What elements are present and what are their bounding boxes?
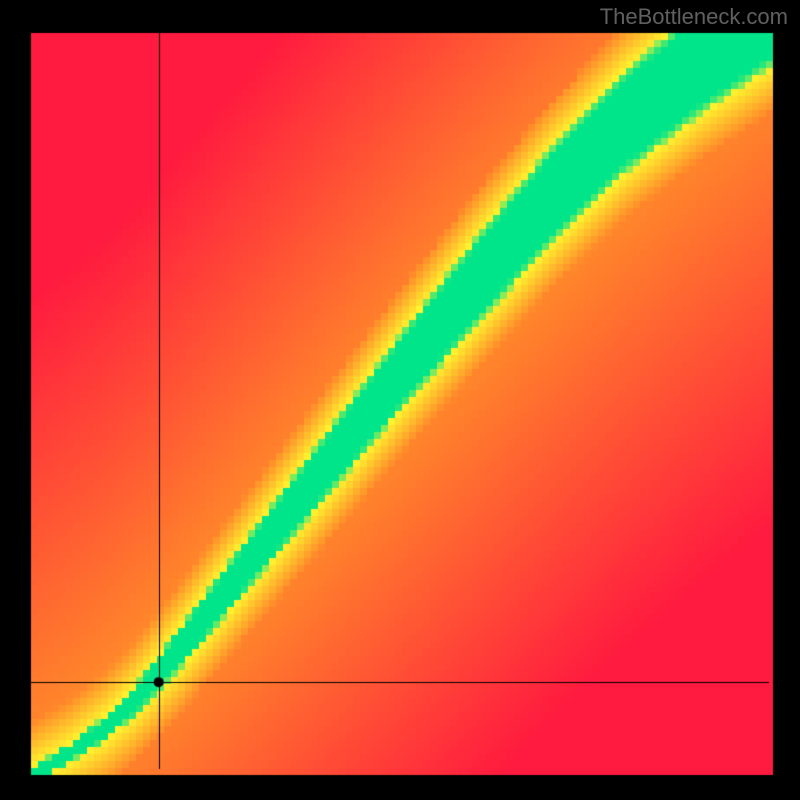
chart-container: TheBottleneck.com [0,0,800,800]
heatmap-canvas [0,0,800,800]
watermark-text: TheBottleneck.com [600,4,788,30]
